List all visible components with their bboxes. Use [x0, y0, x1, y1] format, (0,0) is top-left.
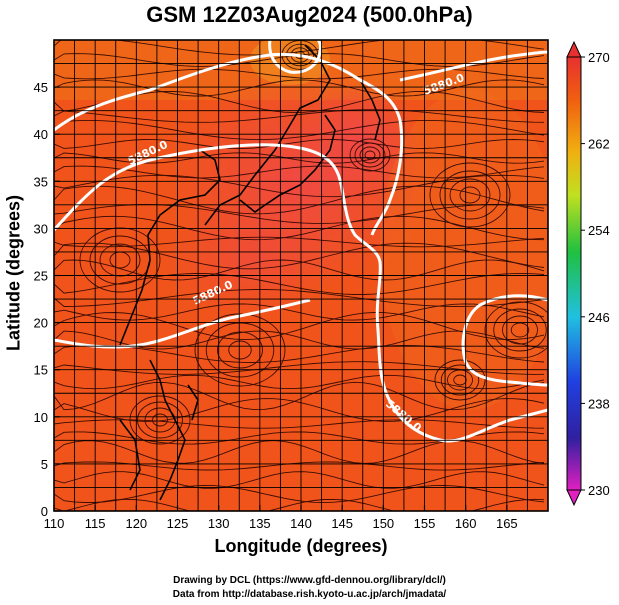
- coastline: [119, 44, 381, 501]
- x-tick-label: 160: [455, 516, 477, 531]
- x-tick-label: 115: [85, 516, 106, 531]
- colorbar-label: 254: [588, 223, 610, 238]
- x-tick-label: 150: [372, 516, 394, 531]
- credit-drawing: Drawing by DCL (https://www.gfd-dennou.o…: [173, 575, 446, 586]
- x-tick-label: 125: [167, 516, 189, 531]
- x-tick-label: 165: [496, 516, 518, 531]
- y-tick-label: 40: [34, 127, 48, 142]
- x-tick-label: 145: [331, 516, 353, 531]
- x-tick-label: 110: [44, 516, 65, 531]
- y-tick-label: 20: [34, 316, 48, 331]
- y-tick-label: 15: [34, 363, 48, 378]
- colorbar: 270 262 254 246 238 230: [566, 40, 610, 507]
- x-axis-label: Longitude (degrees): [214, 536, 388, 556]
- x-tick-label: 155: [414, 516, 436, 531]
- colorbar-label: 246: [588, 310, 610, 325]
- y-tick-label: 0: [41, 504, 48, 519]
- geopotential-contours: [54, 40, 548, 443]
- colorbar-label: 238: [588, 396, 610, 411]
- x-tick-label: 130: [208, 516, 230, 531]
- x-tick-label: 140: [290, 516, 312, 531]
- y-axis-label: Latitude (degrees): [3, 194, 24, 352]
- x-axis-ticks: 110 115 120 125 130 135 140 145 150 155 160 165: [44, 505, 518, 531]
- y-tick-label: 10: [34, 410, 48, 425]
- colorbar-label: 230: [588, 483, 610, 498]
- y-tick-label: 35: [34, 174, 48, 189]
- y-tick-label: 25: [34, 269, 48, 284]
- y-tick-label: 5: [41, 457, 48, 472]
- colorbar-label: 262: [588, 137, 610, 152]
- y-tick-label: 30: [34, 221, 48, 236]
- credit-data: Data from http://database.rish.kyoto-u.a…: [172, 589, 447, 600]
- y-tick-label: 45: [34, 80, 48, 95]
- x-tick-label: 135: [249, 516, 271, 531]
- x-tick-label: 120: [125, 516, 147, 531]
- colorbar-label: 270: [588, 50, 610, 65]
- lat-lon-grid: [54, 40, 548, 511]
- temperature-field: 5880.0 5880.0 5880.0 5880.0: [54, 40, 548, 511]
- y-axis-ticks: 0 5 10 15 20 25 30 35 40 45: [34, 80, 60, 519]
- chart-title: GSM 12Z03Aug2024 (500.0hPa): [146, 2, 473, 27]
